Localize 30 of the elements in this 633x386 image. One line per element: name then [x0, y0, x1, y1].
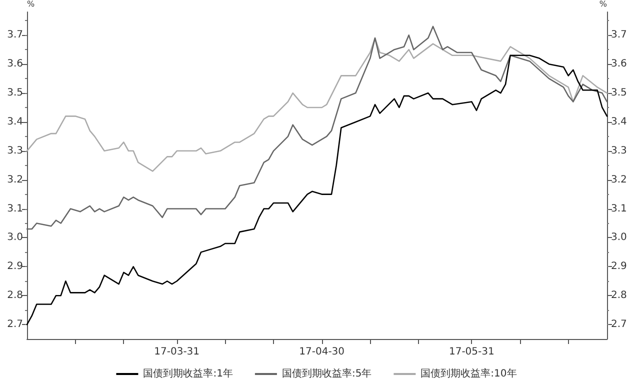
y-tick-label: 3.1 — [7, 203, 23, 214]
y2-tick-label: 3.0 — [611, 232, 627, 244]
y-axis-title: % — [27, 0, 35, 8]
y-tick-label: 2.7 — [7, 319, 23, 330]
y2-axis-title: % — [599, 0, 608, 8]
y2-tick-label: 3.2 — [611, 174, 627, 186]
y2-tick-label: 3.1 — [611, 203, 627, 214]
y-tick-label: 2.8 — [7, 290, 23, 302]
x-tick-label: 17-05-31 — [448, 346, 494, 358]
y2-tick-label: 3.4 — [611, 116, 627, 128]
y-tick-label: 3.6 — [7, 58, 23, 70]
x-tick-label: 17-04-30 — [299, 346, 345, 358]
y-tick-label: 3.3 — [7, 145, 23, 156]
y2-tick-label: 3.5 — [611, 88, 627, 99]
y-tick-label: 3.5 — [7, 88, 23, 99]
y2-tick-label: 2.8 — [611, 290, 627, 302]
x-tick-label: 17-03-31 — [154, 346, 200, 358]
y-tick-label: 3.7 — [7, 30, 23, 41]
legend-label: 国债到期收益率:5年 — [282, 368, 372, 380]
y2-tick-label: 3.7 — [611, 30, 627, 41]
y-tick-label: 3.4 — [7, 116, 23, 128]
y-tick-label: 3.2 — [7, 174, 23, 186]
y2-tick-label: 3.6 — [611, 58, 627, 70]
y2-tick-label: 3.3 — [611, 145, 627, 156]
y2-tick-label: 2.7 — [611, 319, 627, 330]
y-tick-label: 2.9 — [7, 261, 23, 272]
legend-label: 国债到期收益率:1年 — [143, 368, 233, 380]
y-tick-label: 3.0 — [7, 232, 23, 244]
y2-tick-label: 2.9 — [611, 261, 627, 272]
legend-label: 国债到期收益率:10年 — [420, 368, 517, 380]
